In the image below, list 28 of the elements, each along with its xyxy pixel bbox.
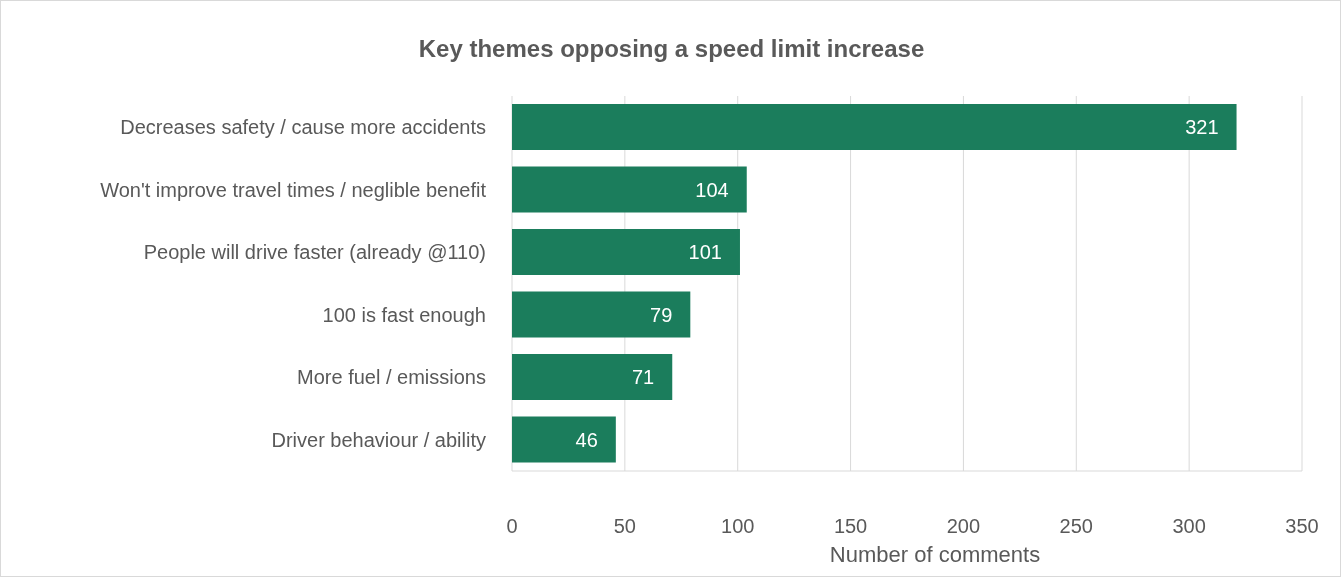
bar bbox=[512, 229, 740, 275]
data-label: 71 bbox=[632, 366, 655, 389]
y-tick-label: Decreases safety / cause more accidents bbox=[120, 116, 486, 139]
bar bbox=[512, 291, 691, 338]
y-tick-label: More fuel / emissions bbox=[297, 366, 486, 389]
x-tick-label: 0 bbox=[506, 515, 518, 538]
y-tick-label: Won't improve travel times / neglible benefit bbox=[100, 178, 487, 201]
bar bbox=[512, 416, 616, 463]
x-axis-title: Number of comments bbox=[829, 542, 1041, 567]
x-tick-label: 250 bbox=[1059, 515, 1093, 538]
x-tick-label: 150 bbox=[833, 515, 868, 538]
x-tick-label: 200 bbox=[946, 515, 981, 538]
y-tick-label: 100 is fast enough bbox=[322, 303, 486, 326]
y-tick-label: People will drive faster (already @110) bbox=[143, 241, 486, 264]
data-label: 101 bbox=[688, 241, 722, 264]
x-tick-label: 100 bbox=[721, 515, 755, 538]
chart-title: Key themes opposing a speed limit increase bbox=[417, 35, 926, 63]
x-tick-label: 350 bbox=[1285, 515, 1319, 538]
y-tick-label: Driver behaviour / ability bbox=[271, 428, 486, 451]
x-tick-label: 50 bbox=[613, 515, 636, 538]
bar bbox=[512, 104, 1237, 150]
data-label: 104 bbox=[695, 178, 729, 201]
bar bbox=[512, 354, 673, 400]
x-tick-label: 300 bbox=[1172, 515, 1206, 538]
bar bbox=[512, 166, 747, 213]
data-label: 321 bbox=[1185, 116, 1219, 139]
data-label: 46 bbox=[575, 428, 598, 451]
data-label: 79 bbox=[650, 303, 673, 326]
